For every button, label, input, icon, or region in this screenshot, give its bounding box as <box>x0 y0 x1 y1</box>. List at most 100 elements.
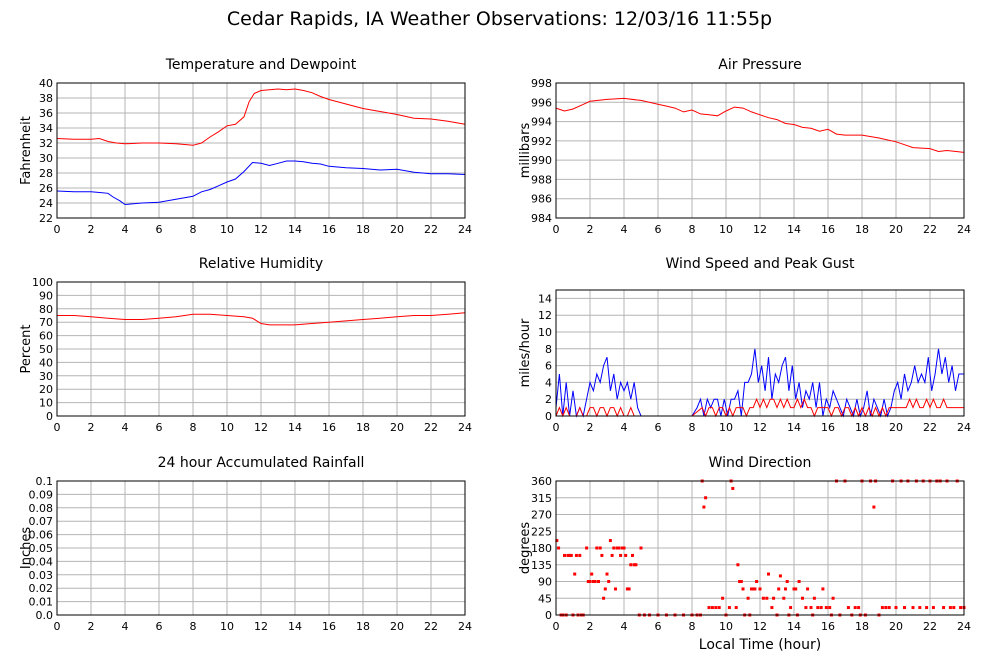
x-tick-label: 4 <box>621 421 628 434</box>
data-point <box>750 587 753 591</box>
x-tick-label: 18 <box>356 223 370 236</box>
x-tick-label: 20 <box>889 620 903 633</box>
x-tick-label: 2 <box>88 421 95 434</box>
data-point <box>765 596 769 600</box>
y-tick-label: 26 <box>39 182 53 195</box>
y-tick-label: 90 <box>538 576 552 589</box>
panel-title: 24 hour Accumulated Rainfall <box>158 455 365 471</box>
data-point <box>767 572 770 576</box>
data-point <box>603 587 607 591</box>
x-tick-label: 14 <box>288 223 302 236</box>
y-tick-label: 30 <box>39 152 53 165</box>
y-tick-label: 34 <box>39 122 53 135</box>
y-tick-label: 988 <box>531 173 552 186</box>
x-tick-label: 18 <box>356 421 370 434</box>
x-tick-label: 4 <box>122 421 129 434</box>
data-point <box>721 596 725 600</box>
data-point <box>608 539 612 543</box>
y-tick-label: 0.07 <box>29 515 54 528</box>
data-point <box>731 486 735 490</box>
x-tick-label: 6 <box>156 421 163 434</box>
series-line-1 <box>555 97 965 153</box>
x-tick-label: 10 <box>220 620 234 633</box>
x-tick-label: 14 <box>787 421 801 434</box>
data-point <box>602 596 606 600</box>
data-point <box>588 580 592 583</box>
y-tick-label: 28 <box>39 167 53 180</box>
data-point <box>591 580 595 583</box>
data-point <box>615 546 619 550</box>
y-tick-label: 992 <box>531 135 552 148</box>
y-tick-label: 0.08 <box>29 502 54 515</box>
data-point <box>557 546 561 550</box>
data-point <box>714 606 718 610</box>
y-tick-label: 984 <box>531 212 552 225</box>
x-tick-label: 14 <box>787 620 801 633</box>
data-point <box>736 563 740 567</box>
data-point <box>931 606 935 610</box>
y-tick-label: 100 <box>32 276 53 289</box>
x-tick-label: 14 <box>288 421 302 434</box>
x-tick-label: 16 <box>821 223 835 236</box>
x-tick-label: 6 <box>655 620 662 633</box>
y-tick-label: 14 <box>538 292 552 305</box>
data-point <box>622 546 626 550</box>
x-tick-label: 8 <box>689 421 696 434</box>
y-tick-label: 0.06 <box>29 529 54 542</box>
y-tick-label: 0.04 <box>29 555 54 568</box>
data-point <box>573 572 577 576</box>
x-tick-label: 4 <box>122 223 129 236</box>
y-tick-label: 994 <box>531 116 552 129</box>
data-point <box>806 587 810 591</box>
panel-title: Wind Speed and Peak Gust <box>666 256 855 272</box>
data-point <box>574 553 578 557</box>
x-tick-label: 12 <box>753 620 767 633</box>
x-tick-label: 20 <box>390 223 404 236</box>
data-point <box>598 546 602 550</box>
data-point <box>794 587 798 591</box>
data-point <box>959 606 963 610</box>
x-tick-label: 0 <box>553 421 560 434</box>
y-tick-label: 0.02 <box>29 582 54 595</box>
x-tick-label: 8 <box>689 223 696 236</box>
y-tick-label: 12 <box>538 309 552 322</box>
data-point <box>782 596 786 600</box>
panel-title: Temperature and Dewpoint <box>165 57 357 73</box>
data-point <box>738 580 742 583</box>
data-point <box>617 546 621 550</box>
data-point <box>741 587 745 591</box>
plot-frame <box>555 289 965 417</box>
data-point <box>568 553 572 557</box>
x-tick-label: 22 <box>923 620 937 633</box>
x-tick-label: 6 <box>156 223 163 236</box>
y-tick-label: 36 <box>39 107 53 120</box>
y-tick-label: 986 <box>531 193 552 206</box>
y-tick-label: 38 <box>39 92 53 105</box>
data-point <box>821 587 825 591</box>
x-tick-label: 20 <box>390 620 404 633</box>
x-tick-label: 22 <box>424 620 438 633</box>
data-point <box>777 587 781 591</box>
data-point <box>607 580 611 583</box>
data-point <box>597 580 600 583</box>
data-point <box>627 587 631 591</box>
y-tick-label: 0 <box>46 410 53 423</box>
y-tick-label: 80 <box>39 303 53 316</box>
x-tick-label: 18 <box>356 620 370 633</box>
y-axis-label: miles/hour <box>518 318 533 387</box>
data-point <box>758 587 762 591</box>
x-tick-label: 6 <box>156 620 163 633</box>
y-tick-label: 45 <box>538 592 552 605</box>
data-point <box>734 606 738 610</box>
y-tick-label: 2 <box>545 393 552 406</box>
y-tick-label: 0.09 <box>29 488 54 501</box>
x-tick-label: 8 <box>190 223 197 236</box>
x-tick-label: 2 <box>88 223 95 236</box>
data-point <box>801 596 804 600</box>
x-tick-label: 22 <box>424 223 438 236</box>
x-tick-label: 2 <box>88 620 95 633</box>
y-axis-label: degrees <box>518 522 533 575</box>
y-axis-label: Percent <box>19 325 34 374</box>
x-tick-label: 16 <box>821 620 835 633</box>
